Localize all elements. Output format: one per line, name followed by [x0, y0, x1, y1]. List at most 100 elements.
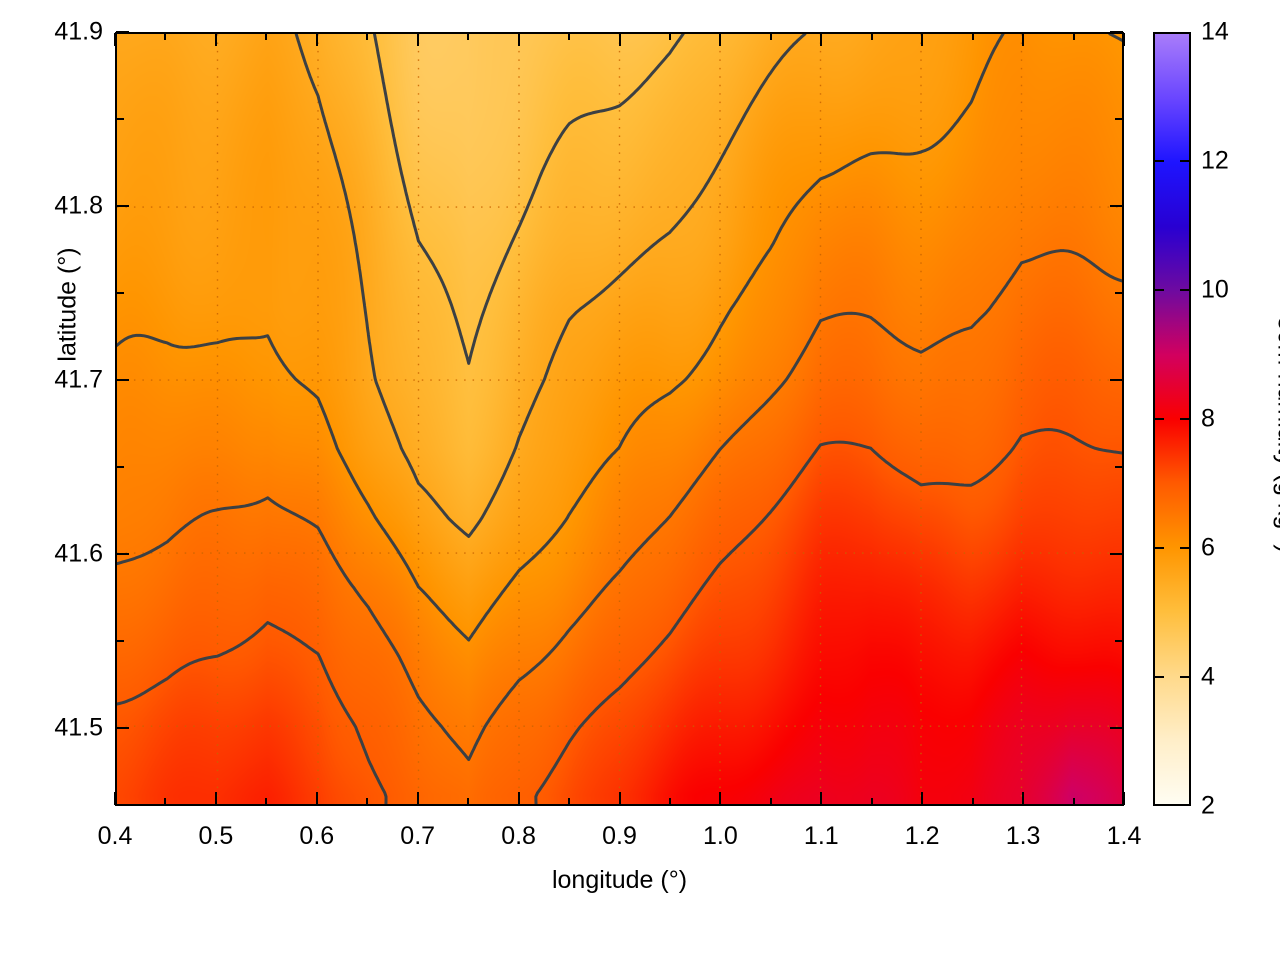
- tick-mark: [1072, 33, 1075, 40]
- tick-mark: [517, 33, 520, 46]
- contour-line: [117, 34, 1005, 642]
- y-tick-label: 41.8: [54, 191, 103, 220]
- colorbar-tick-label: 2: [1201, 791, 1215, 820]
- tick-mark: [366, 798, 369, 805]
- tick-mark: [116, 726, 129, 729]
- tick-mark: [116, 639, 124, 642]
- tick-mark: [820, 33, 823, 46]
- tick-mark: [1115, 117, 1123, 120]
- tick-mark: [116, 291, 124, 294]
- x-tick-label: 1.3: [1005, 822, 1041, 850]
- tick-mark: [1110, 378, 1123, 381]
- tick-mark: [315, 33, 318, 46]
- contour-lines: [117, 34, 1122, 804]
- x-axis-label: longitude (°): [551, 866, 688, 894]
- colorbar-tick-label: 12: [1201, 146, 1229, 175]
- colorbar-label-main: 50m-humidity (g kg: [1272, 316, 1280, 530]
- tick-mark: [1110, 552, 1123, 555]
- contour-line: [1108, 34, 1122, 42]
- y-tick-label: 41.9: [54, 17, 103, 46]
- tick-mark: [366, 33, 369, 40]
- y-tick-label: 41.6: [54, 539, 103, 568]
- tick-mark: [719, 792, 722, 805]
- tick-mark: [719, 33, 722, 46]
- tick-mark: [517, 792, 520, 805]
- tick-mark: [114, 33, 116, 46]
- tick-mark: [315, 792, 318, 805]
- x-tick-label: 0.8: [501, 822, 536, 850]
- tick-mark: [1110, 31, 1123, 33]
- tick-mark: [116, 117, 124, 120]
- x-tick-label: 1.4: [1106, 822, 1142, 850]
- x-tick-label: 0.4: [97, 822, 133, 850]
- tick-mark: [668, 33, 671, 40]
- tick-mark: [1123, 33, 1125, 46]
- contour-line: [117, 621, 388, 804]
- plot-area: [115, 32, 1124, 806]
- x-tick-label: 0.5: [198, 822, 234, 850]
- tick-mark: [668, 798, 671, 805]
- tick-mark: [870, 798, 873, 805]
- colorbar-tick-label: 14: [1201, 17, 1229, 46]
- tick-mark: [921, 792, 924, 805]
- tick-mark: [164, 33, 167, 40]
- colorbar: [1153, 32, 1191, 806]
- colorbar-label: 50m-humidity (g kg-1): [1271, 270, 1280, 600]
- x-tick-label: 1.2: [904, 822, 940, 850]
- tick-mark: [164, 798, 167, 805]
- tick-mark: [116, 31, 129, 33]
- tick-mark: [1115, 639, 1123, 642]
- tick-mark: [1022, 33, 1025, 46]
- tick-mark: [1110, 204, 1123, 207]
- tick-mark: [116, 465, 124, 468]
- tick-mark: [467, 798, 470, 805]
- tick-mark: [1110, 726, 1123, 729]
- y-tick-label: 41.7: [54, 365, 103, 394]
- tick-mark: [116, 378, 129, 381]
- y-axis-label: latitude (°): [53, 247, 82, 362]
- tick-mark: [820, 792, 823, 805]
- tick-mark: [116, 552, 129, 555]
- contour-line: [534, 428, 1122, 804]
- tick-mark: [1022, 792, 1025, 805]
- x-tick-label: 1.0: [703, 822, 738, 850]
- tick-mark: [618, 33, 621, 46]
- tick-mark: [568, 33, 571, 40]
- tick-mark: [416, 792, 419, 805]
- tick-mark: [870, 33, 873, 40]
- tick-mark: [618, 792, 621, 805]
- tick-mark: [116, 204, 129, 207]
- x-tick-label: 0.7: [400, 822, 436, 850]
- colorbar-gradient: [1155, 34, 1189, 804]
- tick-mark: [971, 33, 974, 40]
- x-tick-label: 0.9: [602, 822, 637, 850]
- tick-mark: [971, 798, 974, 805]
- contour-line: [372, 34, 685, 365]
- tick-mark: [769, 798, 772, 805]
- x-tick-label: 0.6: [299, 822, 335, 850]
- colorbar-label-tail: ): [1272, 544, 1280, 552]
- tick-mark: [1115, 465, 1123, 468]
- tick-mark: [568, 798, 571, 805]
- tick-mark: [1072, 798, 1075, 805]
- tick-mark: [1115, 291, 1123, 294]
- tick-mark: [1123, 792, 1125, 805]
- tick-mark: [921, 33, 924, 46]
- tick-mark: [265, 33, 268, 40]
- tick-mark: [769, 33, 772, 40]
- x-tick-label: 1.1: [803, 822, 839, 850]
- colorbar-tick-label: 4: [1201, 662, 1215, 691]
- tick-mark: [416, 33, 419, 46]
- colorbar-tick-label: 10: [1201, 275, 1229, 304]
- y-tick-label: 41.5: [54, 713, 103, 742]
- colorbar-tick-label: 6: [1201, 533, 1215, 562]
- tick-mark: [214, 792, 217, 805]
- contour-line: [117, 249, 1122, 762]
- tick-mark: [214, 33, 217, 46]
- contour-line: [294, 34, 807, 538]
- tick-mark: [114, 792, 116, 805]
- tick-mark: [265, 798, 268, 805]
- tick-mark: [467, 33, 470, 40]
- colorbar-tick-label: 8: [1201, 404, 1215, 433]
